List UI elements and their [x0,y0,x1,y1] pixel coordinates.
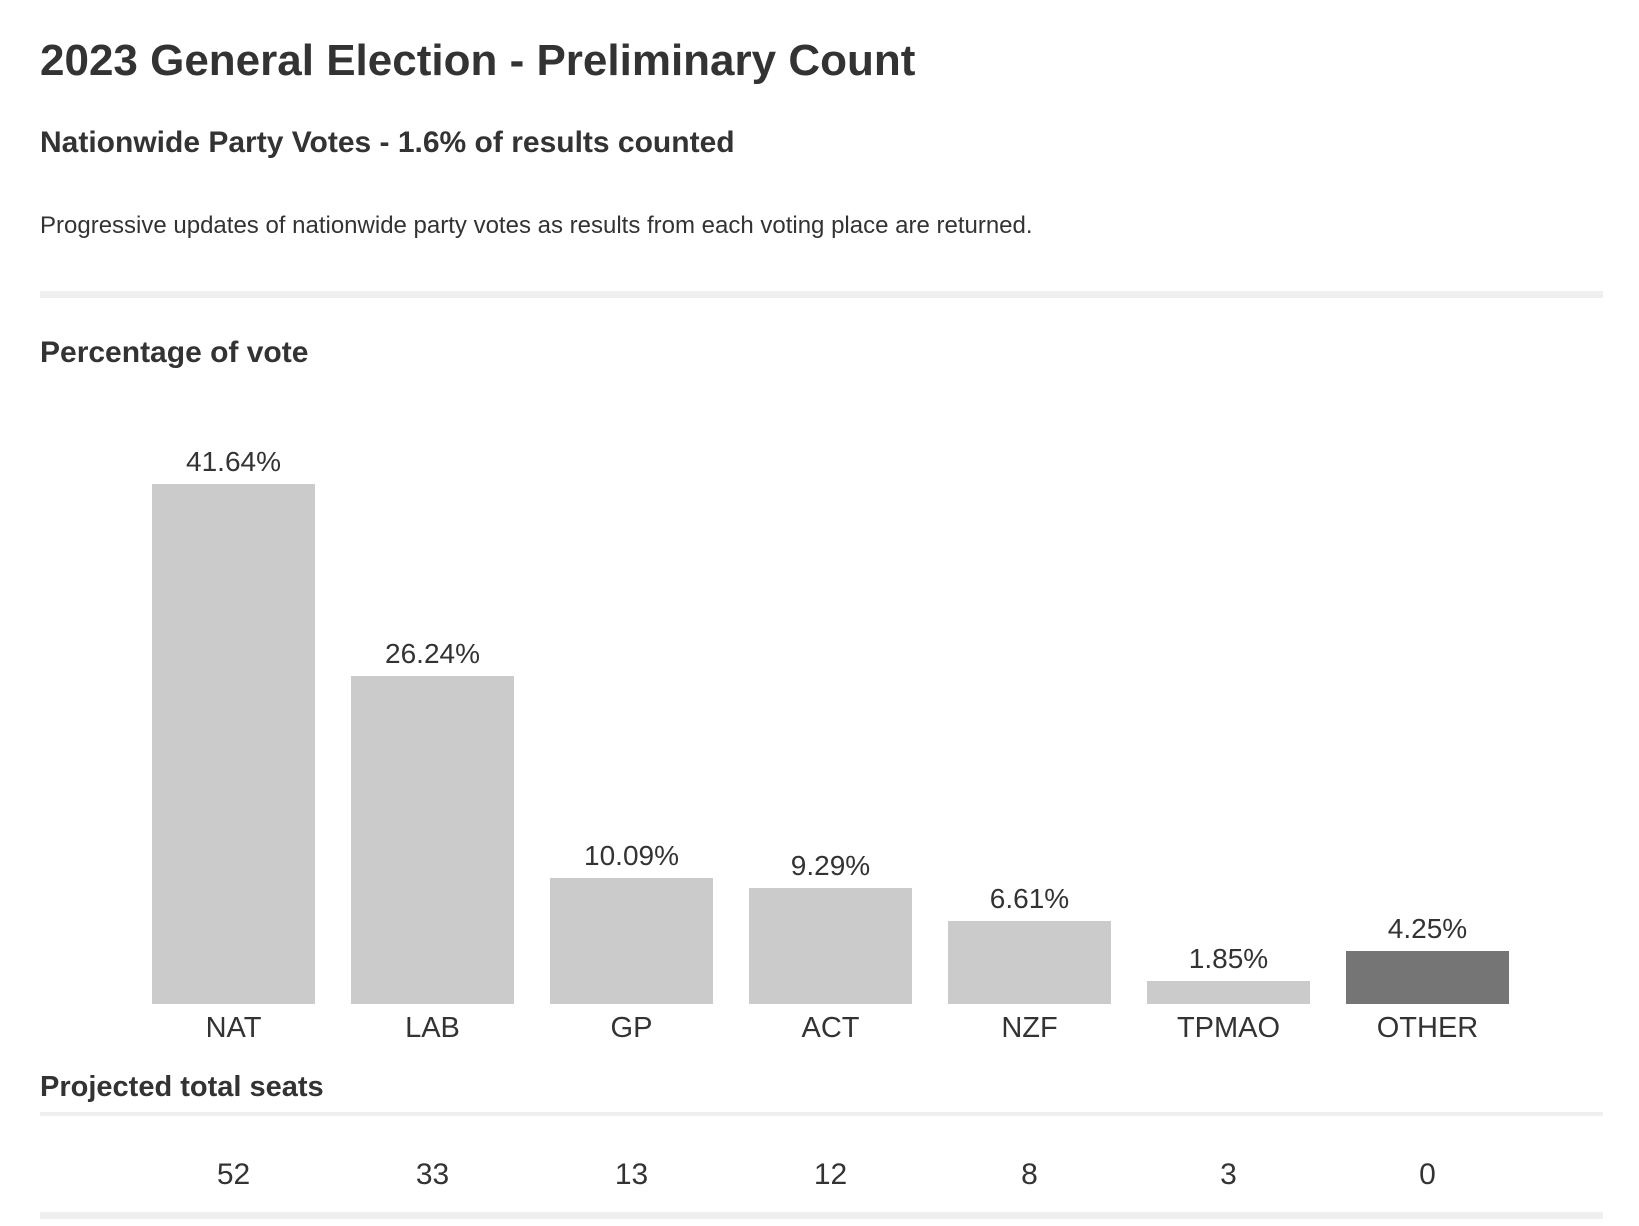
page-subtitle: Nationwide Party Votes - 1.6% of results… [40,126,735,159]
bar-nzf[interactable] [947,921,1112,1004]
bar-column-other: 4.25% [1328,370,1527,1004]
bar-value-label-nat: 41.64% [186,446,281,477]
bar-lab[interactable] [350,676,515,1004]
seat-value-nzf: 8 [1021,1158,1038,1191]
seats-title: Projected total seats [40,1071,324,1103]
bar-value-label-nzf: 6.61% [989,883,1070,914]
bar-nat[interactable] [151,484,316,1004]
seat-value-nat: 52 [216,1158,251,1191]
bar-value-label-other: 4.25% [1387,913,1468,944]
bar-chart: 41.64% 26.24% 10.09% 9.29% 6.61% 1.85% 4.25% [40,370,1603,1004]
category-label-act: ACT [801,1012,860,1044]
category-label-nzf: NZF [1001,1012,1058,1044]
bar-column-act: 9.29% [731,370,930,1004]
bar-tpmao[interactable] [1146,981,1311,1004]
seats-divider-bottom [40,1212,1603,1219]
bar-gp[interactable] [549,878,714,1004]
bar-column-nzf: 6.61% [930,370,1129,1004]
bar-act[interactable] [748,888,913,1004]
bar-value-label-act: 9.29% [790,850,871,881]
seat-value-gp: 13 [614,1158,649,1191]
seat-value-lab: 33 [415,1158,450,1191]
bar-column-lab: 26.24% [333,370,532,1004]
category-label-nat: NAT [205,1012,262,1044]
page-title: 2023 General Election - Preliminary Coun… [40,36,916,85]
bar-other[interactable] [1345,951,1510,1004]
category-label-tpmao: TPMAO [1176,1012,1281,1044]
seat-value-act: 12 [813,1158,848,1191]
category-label-other: OTHER [1376,1012,1479,1044]
bar-chart-category-labels: NAT LAB GP ACT NZF TPMAO OTHER [40,1012,1603,1045]
bar-column-tpmao: 1.85% [1129,370,1328,1004]
bar-value-label-gp: 10.09% [584,840,679,871]
bar-column-nat: 41.64% [134,370,333,1004]
seat-value-other: 0 [1419,1158,1436,1191]
seat-value-tpmao: 3 [1220,1158,1237,1191]
category-label-gp: GP [610,1012,653,1044]
seats-divider-top [40,1112,1603,1116]
page-description: Progressive updates of nationwide party … [40,212,1033,239]
vote-chart-section: Percentage of vote 41.64% 26.24% 10.09% 9.2… [40,336,1603,1045]
bar-column-gp: 10.09% [532,370,731,1004]
bar-value-label-lab: 26.24% [385,638,480,669]
category-label-lab: LAB [405,1012,460,1044]
seats-row: 52 33 13 12 8 3 0 [40,1158,1603,1192]
projected-seats-section: Projected total seats 52 33 13 12 8 3 0 [40,1071,1603,1219]
section-divider [40,291,1603,298]
chart-title: Percentage of vote [40,336,309,369]
bar-value-label-tpmao: 1.85% [1188,943,1269,974]
